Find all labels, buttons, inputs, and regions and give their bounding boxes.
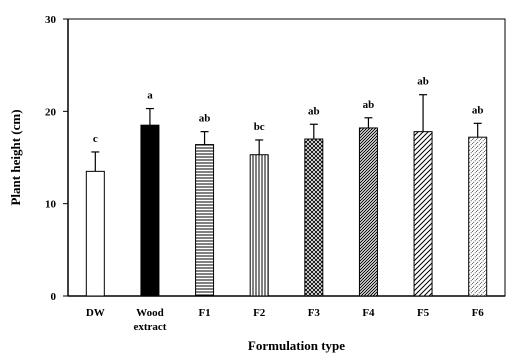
bar bbox=[140, 124, 160, 297]
x-tick-label-line: Wood bbox=[136, 307, 164, 319]
plot-frame bbox=[67, 18, 506, 297]
bar bbox=[304, 138, 324, 297]
significance-label: ab bbox=[472, 104, 484, 116]
x-tick-label: F3 bbox=[308, 307, 321, 319]
significance-label: ab bbox=[417, 76, 429, 88]
x-tick-label-line: F4 bbox=[362, 307, 375, 319]
bar bbox=[85, 170, 105, 297]
bar bbox=[195, 144, 215, 297]
significance-label: ab bbox=[363, 99, 375, 111]
y-tick-label: 0 bbox=[51, 291, 57, 303]
x-tick-label-line: F1 bbox=[198, 307, 210, 319]
x-tick-label: F5 bbox=[417, 307, 430, 319]
y-tick-label: 30 bbox=[45, 14, 57, 26]
y-tick-label: 20 bbox=[45, 106, 57, 118]
x-tick-label-line: F2 bbox=[253, 307, 266, 319]
x-tick-label: F6 bbox=[472, 307, 485, 319]
bar bbox=[249, 154, 269, 297]
significance-label: c bbox=[93, 133, 98, 145]
x-axis-title: Formulation type bbox=[248, 338, 345, 353]
significance-label: bc bbox=[254, 121, 265, 133]
significance-label: ab bbox=[308, 105, 320, 117]
x-tick-label-line: F6 bbox=[472, 307, 485, 319]
y-tick-label: 10 bbox=[45, 199, 57, 211]
bar bbox=[413, 131, 433, 297]
x-tick-label: Wood extract bbox=[133, 307, 166, 333]
bar bbox=[468, 136, 488, 297]
significance-label: ab bbox=[199, 113, 211, 125]
x-tick-label-line: F3 bbox=[308, 307, 321, 319]
x-tick-label: F2 bbox=[253, 307, 266, 319]
bar bbox=[358, 127, 378, 297]
x-tick-label-line: extract bbox=[133, 321, 166, 333]
significance-label: a bbox=[147, 90, 153, 102]
x-tick-label: F4 bbox=[362, 307, 375, 319]
x-tick-label-line: DW bbox=[86, 307, 105, 319]
x-tick-label: DW bbox=[86, 307, 105, 319]
y-axis-title: Plant height (cm) bbox=[8, 109, 23, 205]
x-tick-label-line: F5 bbox=[417, 307, 430, 319]
x-tick-label: F1 bbox=[198, 307, 210, 319]
